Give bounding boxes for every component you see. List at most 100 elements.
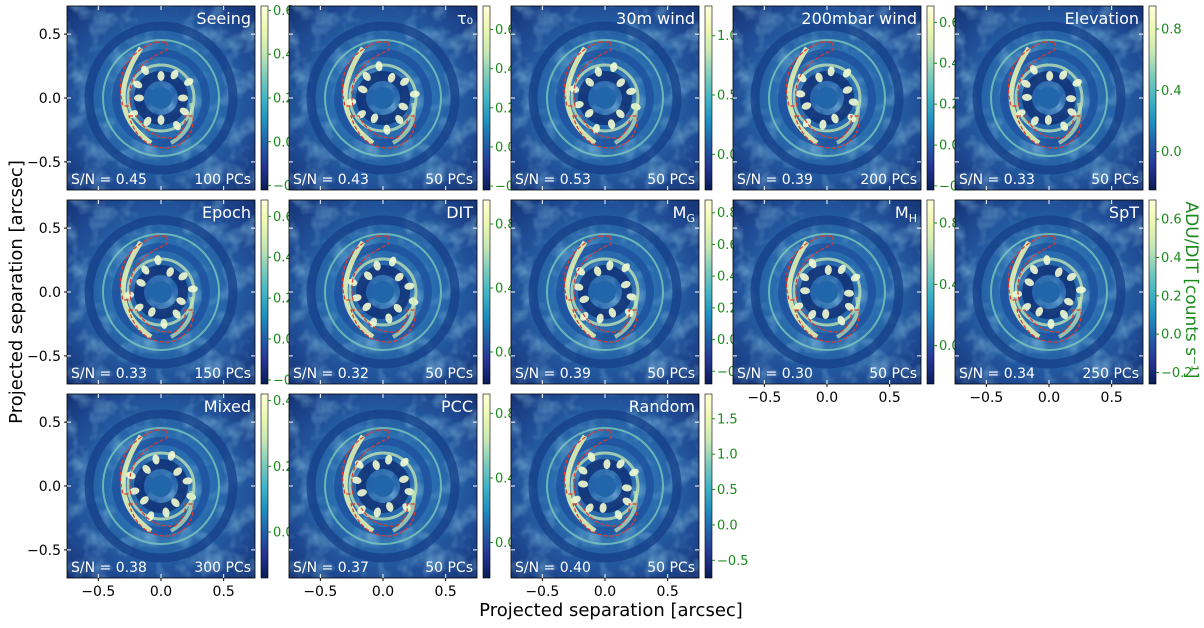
colorbar-tick-label: 0.4: [273, 251, 294, 266]
residual-image: [67, 6, 255, 190]
colorbar-tick-label: 0.0: [939, 139, 960, 154]
panel: SpT S/N = 0.34 250 PCs 0.6 0.4 0.2 0.0 −0.2 −0.5…: [954, 199, 1193, 406]
panel-title: Elevation: [1065, 9, 1139, 28]
colorbar-tick-label: 1.0: [717, 448, 738, 463]
panel-title: τ₀: [457, 9, 473, 28]
colorbar-tick-label: 0.0: [273, 333, 294, 348]
panel-title: SpT: [1109, 203, 1139, 222]
x-tick-label: 0.0: [1038, 390, 1060, 406]
colorbar-tick-label: 0.8: [1161, 23, 1182, 38]
x-tick-label: 0.0: [372, 584, 394, 600]
y-tick-label: −0.5: [27, 155, 61, 171]
colorbar: 0.80.60.40.20.0−0.2: [704, 199, 749, 385]
colorbar-bar: [260, 5, 269, 191]
colorbar-tick-label: 0.4: [495, 282, 516, 297]
colorbar-tick-label: 0.6: [717, 238, 738, 253]
colorbar-tick-label: 0.5: [717, 483, 738, 498]
coronagraph-mask: [1038, 281, 1060, 303]
y-tick-label: 0.0: [39, 479, 61, 495]
pcs-label: 50 PCs: [425, 560, 473, 576]
colorbar-bar: [482, 199, 491, 385]
panel-title: DIT: [446, 203, 473, 222]
snr-label: S/N = 0.40: [515, 560, 591, 576]
disc-contour: [563, 429, 638, 537]
coronagraph-mask: [1038, 87, 1060, 109]
colorbar-bar: [260, 199, 269, 385]
colorbar-bar: [482, 5, 491, 191]
colorbar-bar: [482, 393, 491, 579]
colorbar-tick-label: 0.2: [273, 92, 294, 107]
colorbar-tick-label: 0.0: [1161, 328, 1182, 343]
coronagraph-mask: [150, 281, 172, 303]
residual-image: [511, 6, 699, 190]
colorbar-tick-label: 0.2: [273, 292, 294, 307]
snr-label: S/N = 0.32: [293, 366, 369, 382]
pcs-label: 50 PCs: [425, 366, 473, 382]
coronagraph-mask: [816, 87, 838, 109]
residual-image: [289, 394, 477, 578]
panel-title: 30m wind: [616, 9, 695, 28]
colorbar-tick-label: 0.8: [495, 407, 516, 422]
colorbar-tick-label: 0.8: [717, 206, 738, 221]
x-axis-label: Projected separation [arcsec]: [479, 600, 743, 621]
x-tick-label: −0.5: [747, 390, 781, 406]
coronagraph-mask: [594, 87, 616, 109]
colorbar-tick-label: 0.0: [939, 339, 960, 354]
x-tick-label: 0.0: [150, 584, 172, 600]
residual-image: [289, 200, 477, 384]
colorbar-tick-label: 0.0: [273, 135, 294, 150]
colorbar-bar: [1148, 5, 1157, 191]
x-tick-label: 0.5: [879, 390, 901, 406]
x-tick-label: −0.5: [969, 390, 1003, 406]
colorbar-tick-label: 0.0: [717, 333, 738, 348]
colorbar: 1.0 0.5 0.0: [704, 5, 738, 191]
x-tick-label: 0.5: [657, 584, 679, 600]
panel: 30m wind S/N = 0.53 50 PCs 1.0 0.5 0.0: [510, 5, 738, 191]
pcs-label: 150 PCs: [194, 366, 251, 382]
y-axis-label: Projected separation [arcsec]: [6, 160, 27, 424]
colorbar-tick-label: 0.0: [717, 518, 738, 533]
colorbar-tick-label: 0.2: [495, 101, 516, 116]
x-tick-label: 0.5: [435, 584, 457, 600]
y-tick-label: 0.5: [39, 27, 61, 43]
snr-label: S/N = 0.37: [293, 560, 369, 576]
panel-title: Seeing: [196, 9, 251, 28]
colorbar-bar: [1148, 199, 1157, 385]
x-tick-label: −0.5: [525, 584, 559, 600]
snr-label: S/N = 0.39: [737, 172, 813, 188]
disc-contour: [119, 41, 194, 149]
pcs-label: 50 PCs: [869, 366, 917, 382]
y-tick-label: 0.5: [39, 415, 61, 431]
colorbar-tick-label: 0.6: [273, 4, 294, 19]
colorbar-tick-label: 0.8: [495, 218, 516, 233]
colorbar-tick-label: 0.4: [1161, 84, 1182, 99]
x-tick-label: −0.5: [303, 584, 337, 600]
colorbar-bar: [704, 199, 713, 385]
snr-label: S/N = 0.34: [959, 366, 1035, 382]
disc-contour: [563, 41, 638, 149]
x-tick-label: 0.5: [213, 584, 235, 600]
colorbar-tick-label: 0.5: [717, 89, 738, 104]
panel-title: PCC: [441, 397, 473, 416]
colorbar-label: ADU/DIT [counts s⁻¹]: [1181, 202, 1201, 379]
y-tick-label: 0.5: [39, 221, 61, 237]
residual-image: [511, 200, 699, 384]
x-tick-label: 0.0: [816, 390, 838, 406]
coronagraph-mask: [372, 87, 394, 109]
panel-title: Random: [629, 397, 695, 416]
disc-contour: [785, 41, 860, 149]
disc-contour: [119, 429, 194, 537]
colorbar-bar: [926, 5, 935, 191]
colorbar-tick-label: −0.5: [717, 554, 749, 569]
panel-title: Mixed: [204, 397, 251, 416]
residual-image: [67, 200, 255, 384]
colorbar-tick-label: 0.6: [273, 210, 294, 225]
coronagraph-mask: [594, 475, 616, 497]
residual-image: [955, 200, 1143, 384]
colorbar-tick-label: 0.0: [273, 526, 294, 541]
